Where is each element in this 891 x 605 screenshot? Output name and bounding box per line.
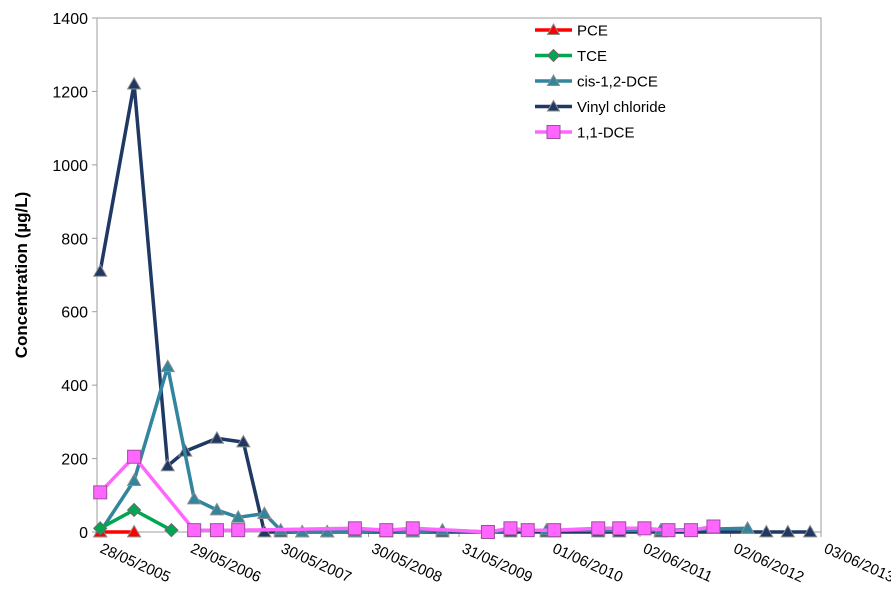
y-tick-label: 400 (61, 378, 88, 395)
data-point (780, 524, 796, 538)
y-tick-label: 600 (61, 305, 88, 322)
data-point (187, 523, 202, 538)
data-point (126, 502, 142, 518)
y-axis: 0 200 400 600 800 1000 1200 1400 (52, 11, 97, 542)
legend-item: 1,1-DCE (535, 125, 635, 142)
data-point (93, 485, 108, 500)
y-tick-label: 800 (61, 231, 88, 248)
data-point (294, 524, 310, 538)
data-point (209, 502, 225, 516)
data-point (758, 524, 774, 538)
data-point (347, 521, 362, 536)
data-point (160, 359, 176, 373)
data-point (257, 506, 272, 520)
data-point (661, 523, 676, 538)
y-tick-label: 1200 (52, 84, 88, 101)
data-point (405, 521, 420, 536)
data-point (127, 449, 142, 464)
data-point (230, 509, 246, 523)
data-point (637, 521, 652, 536)
series-1-1-dce (93, 449, 721, 539)
data-point (480, 525, 495, 539)
legend-label: PCE (577, 23, 608, 40)
series-layer (92, 76, 818, 539)
data-point (379, 523, 394, 538)
legend-marker (546, 99, 561, 112)
data-point (164, 522, 179, 538)
legend-label: 1,1-DCE (577, 125, 635, 142)
data-point (740, 520, 755, 534)
legend-item: cis-1,2-DCE (535, 74, 658, 91)
y-tick-label: 1000 (52, 158, 88, 175)
legend-item: Vinyl chloride (535, 99, 666, 116)
data-point (92, 263, 108, 277)
y-tick-label: 0 (79, 525, 88, 542)
legend-marker (546, 48, 561, 63)
data-point (209, 430, 225, 444)
legend-marker (546, 73, 561, 86)
data-point (209, 523, 224, 538)
data-point (520, 523, 535, 538)
y-tick-label: 200 (61, 452, 88, 469)
data-point (683, 523, 698, 538)
data-point (591, 521, 606, 536)
data-point (547, 523, 562, 538)
data-point (126, 473, 142, 486)
data-point (126, 524, 142, 538)
data-point (126, 76, 142, 90)
data-point (503, 521, 518, 536)
legend-label: Vinyl chloride (577, 99, 666, 116)
data-point (231, 523, 246, 538)
legend-label: cis-1,2-DCE (577, 74, 658, 91)
y-tick-label: 1400 (52, 11, 88, 28)
data-point (160, 458, 176, 472)
series-tce (93, 502, 179, 538)
data-point (706, 519, 721, 534)
data-point (612, 521, 627, 536)
data-point (186, 491, 202, 505)
legend: PCE TCE cis-1,2-DCE Vinyl chloride 1,1-DCE (535, 23, 666, 142)
legend-marker (546, 22, 561, 35)
legend-item: TCE (535, 48, 607, 65)
data-point (802, 524, 818, 538)
legend-marker (546, 125, 561, 139)
data-point (93, 521, 108, 536)
legend-label: TCE (577, 48, 607, 65)
data-point (319, 524, 335, 538)
legend-item: PCE (535, 23, 608, 40)
y-axis-title: Concentration (µg/L) (12, 192, 31, 359)
data-point (236, 434, 251, 448)
